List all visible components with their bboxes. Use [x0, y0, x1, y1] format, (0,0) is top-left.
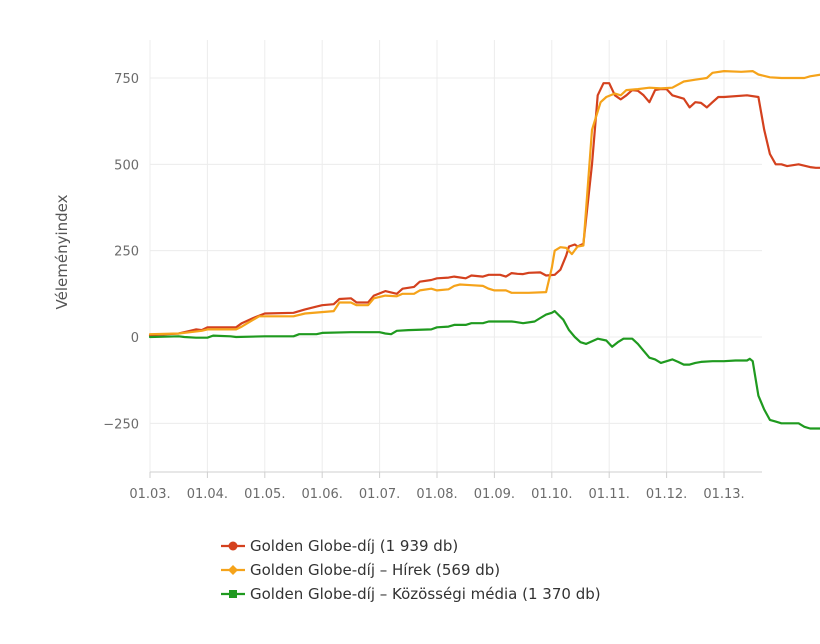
y-tick-label: 250	[114, 245, 139, 260]
legend-label: Golden Globe-díj (1 939 db)	[250, 537, 459, 555]
chart-legend: Golden Globe-díj (1 939 db) Golden Globe-…	[220, 534, 601, 606]
series-line-3[interactable]	[148, 310, 820, 451]
x-tick-label: 01.04.	[187, 487, 228, 502]
x-tick-label: 01.05.	[244, 487, 285, 502]
legend-label: Golden Globe-díj – Közösségi média (1 37…	[250, 585, 601, 603]
x-tick-label: 01.07.	[359, 487, 400, 502]
legend-item-2[interactable]: Golden Globe-díj – Hírek (569 db)	[220, 558, 601, 582]
x-tick-label: 01.06.	[302, 487, 343, 502]
x-tick-label: 01.11.	[589, 487, 630, 502]
series-line-2[interactable]	[148, 63, 820, 336]
x-tick-label: 01.13.	[703, 487, 744, 502]
x-tick-label: 01.09.	[474, 487, 515, 502]
y-tick-label: 0	[131, 331, 139, 346]
square-marker-icon	[221, 590, 245, 598]
circle-marker-icon	[221, 541, 245, 551]
x-tick-label: 01.10.	[531, 487, 572, 502]
diamond-marker-icon	[221, 565, 245, 575]
y-axis-tick-labels: −250 0 250 500 750	[103, 72, 139, 432]
y-tick-label: −250	[103, 417, 139, 432]
y-axis-title: Véleményindex	[53, 194, 71, 309]
x-tick-label: 01.03.	[129, 487, 170, 502]
grid-lines	[149, 40, 762, 472]
x-axis-tick-labels: 01.03. 01.04. 01.05. 01.06. 01.07. 01.08. 01.0…	[129, 487, 744, 502]
legend-label: Golden Globe-díj – Hírek (569 db)	[250, 561, 501, 579]
x-tick-label: 01.08.	[416, 487, 457, 502]
series-lines[interactable]	[148, 63, 820, 452]
y-tick-label: 750	[114, 72, 139, 87]
axes	[149, 471, 762, 478]
legend-item-1[interactable]: Golden Globe-díj (1 939 db)	[220, 534, 601, 558]
x-tick-label: 01.12.	[646, 487, 687, 502]
y-tick-label: 500	[114, 158, 139, 173]
series-line-1[interactable]	[148, 82, 820, 337]
legend-item-3[interactable]: Golden Globe-díj – Közösségi média (1 37…	[220, 582, 601, 606]
